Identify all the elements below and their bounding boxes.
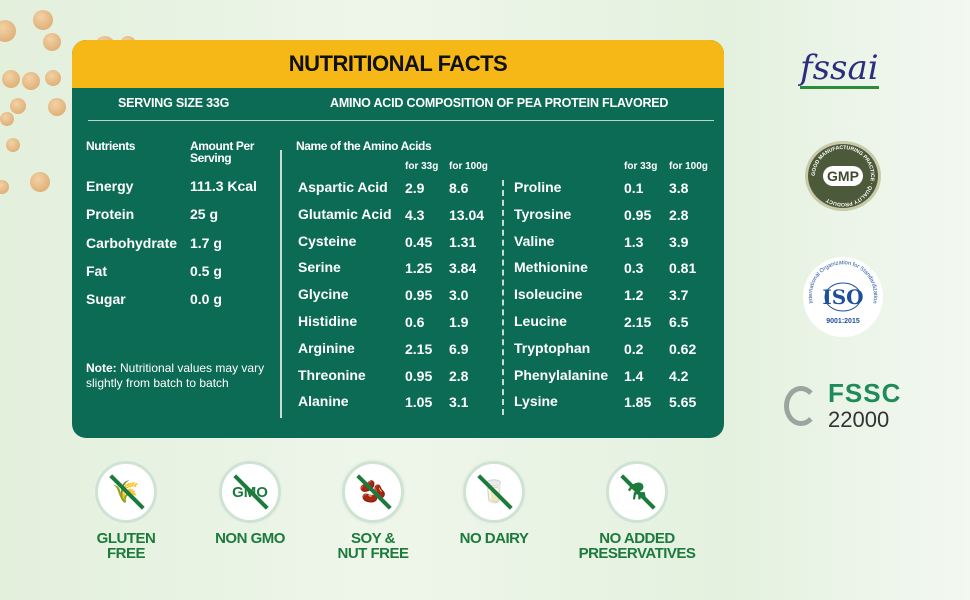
nutrient-value: 25 g <box>190 206 219 223</box>
amino-value-100g: 6.5 <box>669 314 689 330</box>
fssai-logo: fssai <box>800 48 879 89</box>
amino-acid-name: Lysine <box>514 393 558 410</box>
amino-acid-name: Tryptophan <box>514 339 591 356</box>
nutrient-name: Sugar <box>86 291 126 308</box>
amino-value-100g: 3.0 <box>449 287 469 304</box>
nutrients-header: Nutrients <box>86 139 136 153</box>
amino-acid-name: Arginine <box>298 339 355 356</box>
amino-acid-name: Histidine <box>298 313 358 329</box>
amino-value-100g: 4.2 <box>669 367 689 384</box>
amino-acid-name: Methionine <box>514 259 588 276</box>
amino-value-33g: 0.95 <box>405 287 433 304</box>
amino-acid-name: Alanine <box>298 393 349 410</box>
amino-acid-name: Threonine <box>298 366 366 383</box>
amino-value-100g: 5.65 <box>669 394 697 411</box>
serving-size: SERVING SIZE 33G <box>118 96 230 110</box>
amino-value-100g: 8.6 <box>449 180 469 196</box>
amino-acid-name: Leucine <box>514 313 567 329</box>
amino-value-33g: 1.85 <box>624 394 652 411</box>
nutrition-facts-card: NUTRITIONAL FACTS SERVING SIZE 33G AMINO… <box>72 40 724 438</box>
amino-value-33g: 1.4 <box>624 367 644 384</box>
nutrient-name: Carbohydrate <box>86 234 178 251</box>
amino-value-33g: 0.3 <box>624 260 644 277</box>
amino-value-33g: 0.2 <box>624 340 644 357</box>
nutrient-value: 0.5 g <box>190 262 222 279</box>
col-100g-right: for 100g <box>669 161 708 172</box>
amount-header: Amount Per Serving <box>190 139 255 165</box>
nutrient-value: 1.7 g <box>190 234 222 251</box>
badge-label: SOY & NUT FREE <box>337 530 410 562</box>
amino-value-33g: 0.95 <box>624 206 652 223</box>
amino-value-33g: 0.6 <box>405 314 425 330</box>
amino-value-100g: 0.81 <box>669 260 697 277</box>
nutrient-name: Protein <box>86 206 135 223</box>
iso-logo: International Organization for Standardi… <box>803 257 883 337</box>
amino-title: AMINO ACID COMPOSITION OF PEA PROTEIN FL… <box>330 96 669 110</box>
soy-crossed-badge-icon: 🫘 <box>342 461 404 523</box>
amino-divider <box>502 180 504 415</box>
column-divider <box>280 150 282 418</box>
nutrient-value: 111.3 Kcal <box>190 178 257 194</box>
card-title: NUTRITIONAL FACTS <box>72 40 724 88</box>
amino-value-33g: 2.15 <box>405 340 433 357</box>
wheat-crossed-badge-icon: 🌾 <box>95 461 157 523</box>
amino-value-33g: 1.2 <box>624 287 644 304</box>
amino-value-100g: 1.31 <box>449 233 477 250</box>
amino-value-100g: 3.8 <box>669 180 689 196</box>
col-33g-right: for 33g <box>624 161 658 172</box>
fssc-logo: FSSC <box>828 378 902 408</box>
amino-value-33g: 1.05 <box>405 394 433 411</box>
badge-label: GLUTEN FREE <box>96 530 156 562</box>
amino-acid-name: Isoleucine <box>514 286 583 303</box>
col-33g-left: for 33g <box>405 161 439 172</box>
amino-value-100g: 2.8 <box>449 367 469 384</box>
flask-crossed-badge-icon: ⚗ <box>606 461 668 523</box>
svg-text:ISO: ISO <box>822 285 863 309</box>
milk-crossed-badge-icon: 🥛 <box>463 461 525 523</box>
amino-value-100g: 0.62 <box>669 340 697 357</box>
badge-label: NO ADDED PRESERVATIVES <box>578 530 696 562</box>
amino-acid-name: Tyrosine <box>514 205 572 222</box>
amino-acid-name: Proline <box>514 179 562 195</box>
amino-value-100g: 3.7 <box>669 287 689 304</box>
amino-value-100g: 6.9 <box>449 340 469 357</box>
fssc-number: 22000 <box>828 407 890 432</box>
amino-value-100g: 13.04 <box>449 206 485 223</box>
amino-acid-name: Glycine <box>298 286 349 303</box>
gmp-logo: GOOD MANUFACTURING PRACTICE · QUALITY PR… <box>805 141 881 211</box>
amino-value-33g: 0.95 <box>405 367 433 384</box>
amino-value-33g: 4.3 <box>405 206 425 223</box>
svg-text:GMP: GMP <box>827 168 859 184</box>
amino-acid-name: Phenylalanine <box>514 366 609 383</box>
amino-acid-name: Aspartic Acid <box>298 179 388 195</box>
amino-value-33g: 2.9 <box>405 180 425 196</box>
note: Note: Nutritional values may vary slight… <box>86 361 265 390</box>
header-divider <box>88 120 714 121</box>
amino-value-100g: 3.9 <box>669 233 689 250</box>
amino-value-33g: 1.25 <box>405 260 433 277</box>
amino-acid-name: Valine <box>514 232 555 249</box>
amino-acid-name: Glutamic Acid <box>298 205 392 222</box>
fssc-swoosh-icon <box>784 386 818 426</box>
amino-acid-name: Serine <box>298 259 341 276</box>
gmo-crossed-badge-icon: GMO <box>219 461 281 523</box>
amino-acid-name: Cysteine <box>298 232 357 249</box>
svg-text:9001:2015: 9001:2015 <box>826 318 860 325</box>
amino-header: Name of the Amino Acids <box>296 139 432 153</box>
amino-value-33g: 1.3 <box>624 233 644 250</box>
amino-value-33g: 0.45 <box>405 233 433 250</box>
badge-label: NON GMO <box>215 530 285 547</box>
nutrient-value: 0.0 g <box>190 291 222 308</box>
col-100g-left: for 100g <box>449 161 488 172</box>
amino-value-100g: 3.1 <box>449 394 469 411</box>
amino-value-33g: 0.1 <box>624 180 644 196</box>
amino-value-100g: 1.9 <box>449 314 469 330</box>
amino-value-33g: 2.15 <box>624 314 652 330</box>
amino-value-100g: 2.8 <box>669 206 689 223</box>
badge-label: NO DAIRY <box>459 530 529 547</box>
nutrient-name: Energy <box>86 178 134 194</box>
nutrient-name: Fat <box>86 262 107 279</box>
amino-value-100g: 3.84 <box>449 260 477 277</box>
